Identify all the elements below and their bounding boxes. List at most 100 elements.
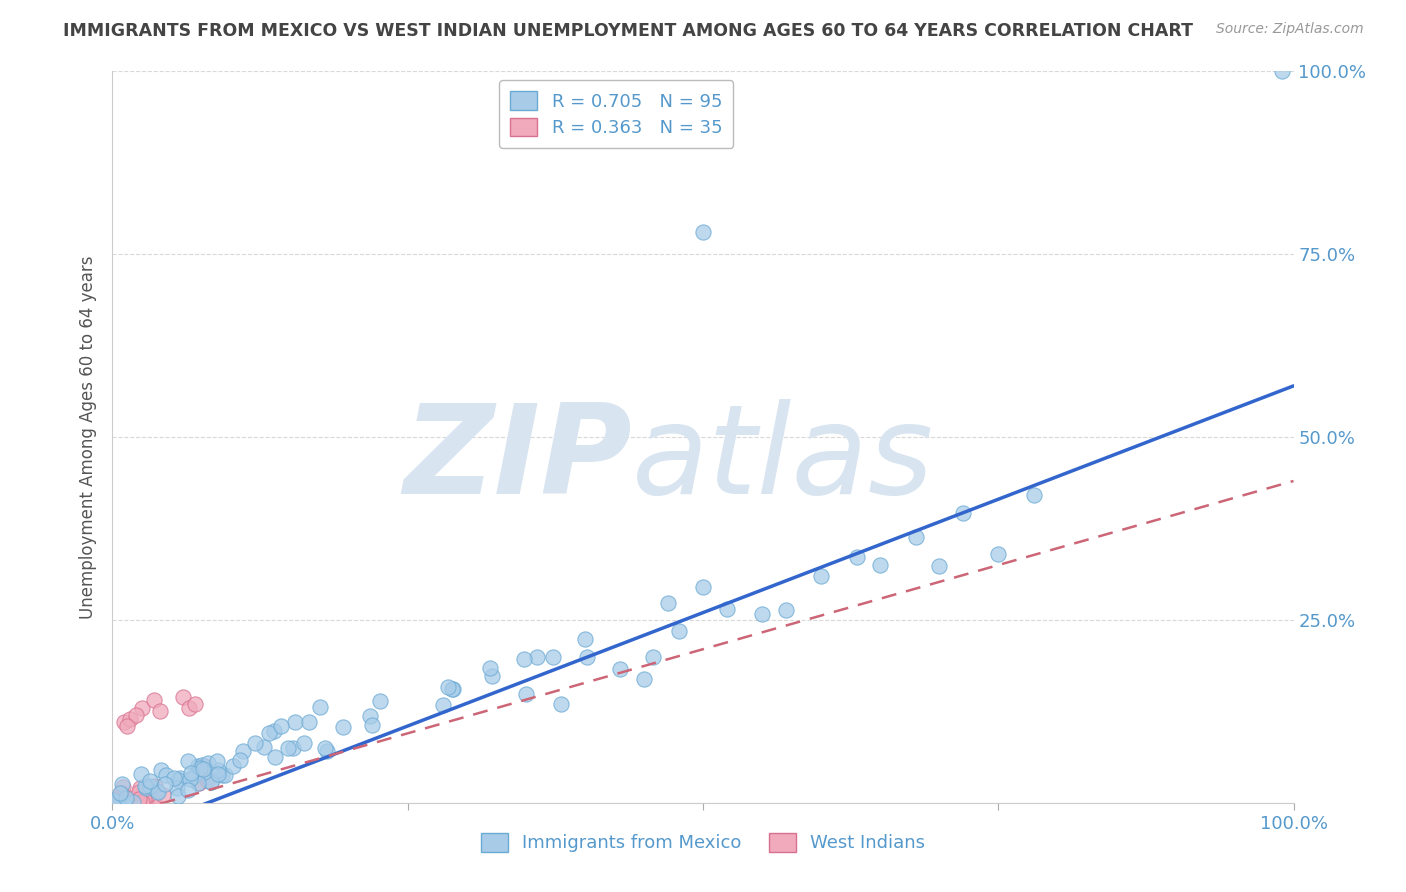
Point bbox=[332, 720, 354, 734]
Point bbox=[149, 705, 172, 719]
Point bbox=[172, 690, 194, 704]
Point bbox=[184, 697, 207, 711]
Point bbox=[166, 781, 188, 796]
Point bbox=[148, 785, 170, 799]
Point bbox=[904, 531, 927, 545]
Text: IMMIGRANTS FROM MEXICO VS WEST INDIAN UNEMPLOYMENT AMONG AGES 60 TO 64 YEARS COR: IMMIGRANTS FROM MEXICO VS WEST INDIAN UN… bbox=[63, 22, 1194, 40]
Point bbox=[191, 762, 214, 776]
Point bbox=[112, 715, 135, 730]
Point bbox=[134, 795, 156, 809]
Point bbox=[193, 765, 215, 780]
Point bbox=[129, 767, 152, 781]
Point bbox=[195, 772, 218, 787]
Point bbox=[633, 672, 655, 686]
Text: atlas: atlas bbox=[633, 399, 934, 519]
Point bbox=[359, 708, 381, 723]
Point bbox=[207, 767, 229, 781]
Point bbox=[131, 795, 153, 809]
Point bbox=[149, 763, 172, 777]
Point bbox=[207, 764, 229, 778]
Point bbox=[103, 795, 125, 809]
Point bbox=[115, 790, 138, 805]
Point bbox=[309, 700, 332, 714]
Y-axis label: Unemployment Among Ages 60 to 64 years: Unemployment Among Ages 60 to 64 years bbox=[79, 255, 97, 619]
Point bbox=[668, 624, 690, 638]
Point bbox=[142, 794, 165, 808]
Point bbox=[111, 777, 134, 791]
Point bbox=[200, 775, 222, 789]
Point bbox=[152, 788, 174, 802]
Point bbox=[298, 714, 321, 729]
Point bbox=[103, 793, 125, 807]
Point bbox=[292, 735, 315, 749]
Point bbox=[110, 786, 132, 800]
Point bbox=[128, 785, 150, 799]
Point bbox=[142, 693, 165, 707]
Point bbox=[155, 768, 177, 782]
Point bbox=[574, 632, 596, 647]
Point bbox=[987, 547, 1010, 561]
Point bbox=[232, 744, 254, 758]
Point bbox=[361, 718, 384, 732]
Point bbox=[112, 780, 135, 794]
Point bbox=[107, 792, 129, 806]
Point bbox=[257, 725, 280, 739]
Point bbox=[316, 744, 339, 758]
Point bbox=[512, 652, 534, 666]
Point bbox=[952, 506, 974, 520]
Point bbox=[142, 795, 165, 809]
Point bbox=[229, 753, 252, 767]
Point bbox=[845, 550, 868, 565]
Point bbox=[481, 669, 503, 683]
Point bbox=[716, 602, 738, 616]
Point bbox=[134, 779, 156, 793]
Point bbox=[120, 712, 142, 726]
Point bbox=[169, 772, 191, 786]
Point bbox=[200, 775, 222, 789]
Point bbox=[183, 769, 205, 783]
Point bbox=[284, 715, 307, 730]
Point bbox=[103, 793, 125, 807]
Point bbox=[167, 789, 190, 804]
Point bbox=[441, 682, 464, 697]
Point bbox=[543, 649, 565, 664]
Point bbox=[188, 761, 211, 775]
Point bbox=[128, 780, 150, 795]
Point bbox=[179, 772, 201, 787]
Point bbox=[432, 698, 454, 713]
Point bbox=[692, 580, 714, 594]
Point bbox=[118, 790, 141, 805]
Point bbox=[179, 700, 201, 714]
Point bbox=[163, 771, 186, 785]
Point bbox=[1022, 488, 1045, 502]
Point bbox=[643, 649, 665, 664]
Point bbox=[128, 791, 150, 805]
Point bbox=[135, 780, 157, 795]
Point bbox=[657, 596, 679, 610]
Point bbox=[131, 700, 153, 714]
Point bbox=[121, 795, 143, 809]
Point bbox=[928, 559, 950, 574]
Point bbox=[314, 741, 336, 756]
Point bbox=[128, 795, 150, 809]
Point bbox=[277, 740, 299, 755]
Point bbox=[270, 719, 292, 733]
Point bbox=[214, 767, 236, 781]
Point bbox=[775, 603, 797, 617]
Point bbox=[479, 661, 502, 675]
Point bbox=[243, 736, 266, 750]
Point bbox=[751, 607, 773, 622]
Point bbox=[187, 758, 209, 772]
Point bbox=[105, 795, 128, 809]
Point bbox=[692, 225, 714, 239]
Point bbox=[281, 740, 304, 755]
Point bbox=[132, 784, 155, 798]
Point bbox=[869, 558, 891, 573]
Point bbox=[810, 569, 832, 583]
Point bbox=[576, 649, 599, 664]
Point bbox=[115, 719, 138, 733]
Point bbox=[222, 758, 245, 772]
Point bbox=[112, 795, 135, 809]
Point bbox=[193, 759, 215, 773]
Point bbox=[153, 776, 176, 790]
